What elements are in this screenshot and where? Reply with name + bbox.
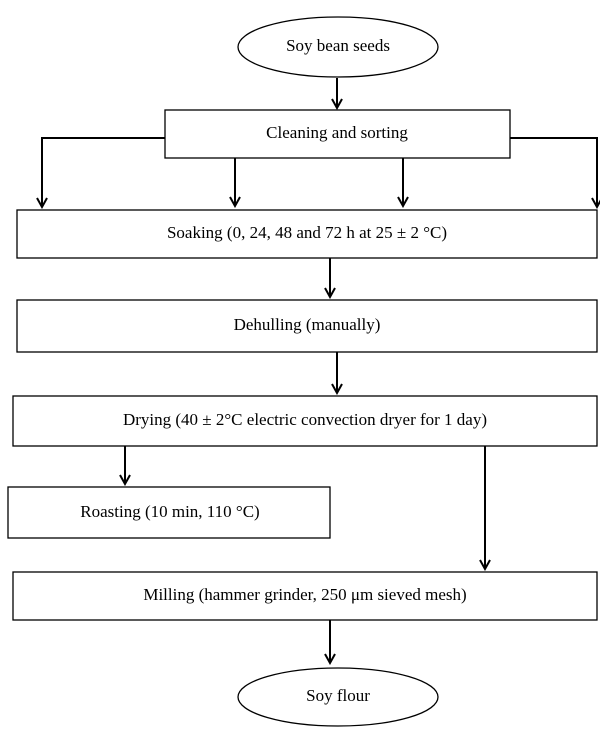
node-label: Soy flour [306, 686, 370, 705]
process-box [7, 486, 331, 539]
node-label: Dehulling (manually) [234, 315, 381, 334]
process-box [12, 395, 598, 447]
process-box [16, 209, 598, 259]
node-label: Soaking (0, 24, 48 and 72 h at 25 ± 2 °C… [167, 223, 447, 242]
arrow [510, 137, 597, 207]
process-box [12, 571, 598, 621]
end-ellipse [237, 667, 439, 727]
connectors [42, 78, 597, 663]
node-label: Roasting (10 min, 110 °C) [80, 502, 259, 521]
node-label: Milling (hammer grinder, 250 μm sieved m… [143, 585, 466, 604]
node-label: Soy bean seeds [286, 36, 390, 55]
process-box [16, 299, 598, 353]
node-label: Cleaning and sorting [266, 123, 408, 142]
arrow [42, 137, 165, 207]
node-label: Drying (40 ± 2°C electric convection dry… [123, 410, 487, 429]
process-box [164, 109, 511, 159]
start-ellipse [237, 16, 439, 78]
